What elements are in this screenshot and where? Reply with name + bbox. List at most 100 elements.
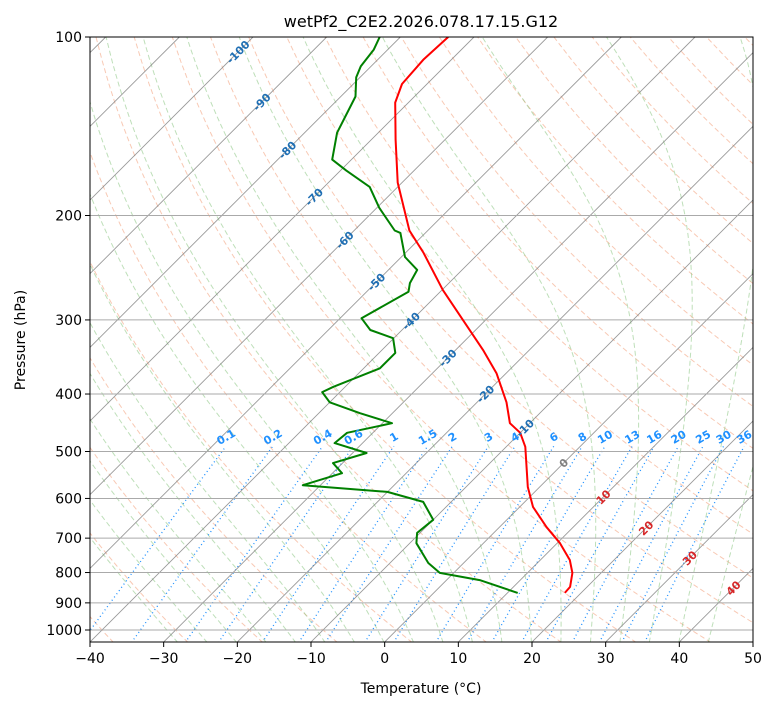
chart-title: wetPf2_C2E2.2026.078.17.15.G12 [284, 12, 558, 32]
background-lines [90, 37, 753, 642]
y-axis-label: Pressure (hPa) [13, 290, 29, 390]
y-tick-label: 800 [55, 566, 82, 582]
x-tick-label: −30 [149, 651, 179, 667]
mixing-ratio-label: 10 [595, 428, 615, 447]
dry-adiabat [324, 37, 753, 492]
mixing-ratio-line [131, 445, 274, 642]
dry-adiabat [90, 446, 263, 642]
moist-adiabat [142, 37, 473, 642]
x-tick-label: −40 [75, 651, 105, 667]
isotherm-label: 10 [594, 487, 614, 507]
mixing-ratio-line [598, 445, 704, 642]
isotherm [90, 37, 327, 275]
moist-adiabat [381, 37, 597, 642]
dry-adiabat [591, 37, 753, 205]
dry-adiabat [744, 37, 753, 47]
moist-adiabat [90, 192, 385, 642]
x-axis-label: Temperature (°C) [360, 681, 482, 697]
isotherm-label: 20 [636, 518, 656, 538]
x-tick-label: 40 [670, 651, 688, 667]
moist-adiabat [606, 37, 693, 642]
isotherm-label: 0 [557, 456, 572, 471]
y-tick-label: 100 [55, 30, 82, 46]
dry-adiabat [90, 532, 189, 642]
isotherm-label: -60 [333, 228, 356, 251]
moist-adiabat [90, 321, 326, 642]
isotherm [531, 420, 753, 642]
mixing-ratio-label: 1 [388, 430, 401, 445]
mixing-ratio-label: 6 [547, 430, 560, 445]
mixing-ratio-line [644, 445, 745, 642]
moist-adiabat [90, 499, 208, 642]
isotherm [90, 37, 254, 201]
moist-adiabat [90, 263, 355, 642]
mixing-ratio-line [521, 445, 633, 642]
dry-adiabat [90, 356, 338, 642]
dry-adiabat [171, 37, 712, 642]
isotherm [90, 37, 475, 422]
moist-adiabat [90, 418, 267, 642]
x-tick-label: 10 [449, 651, 467, 667]
mixing-ratio-label: 0.4 [311, 427, 335, 448]
moist-adiabat [481, 37, 640, 642]
dry-adiabat [477, 37, 753, 325]
y-tick-label: 500 [55, 444, 82, 460]
mixing-ratio-label: 20 [669, 428, 689, 447]
x-tick-label: −10 [296, 651, 326, 667]
isotherm [90, 37, 696, 642]
isotherm-label: -20 [474, 382, 497, 405]
dry-adiabat [210, 37, 753, 624]
isotherm-label: 30 [680, 548, 700, 568]
mixing-ratio-line [364, 445, 489, 642]
dry-adiabat [90, 150, 488, 642]
mixing-ratio-line [435, 445, 555, 642]
x-tick-label: 20 [523, 651, 541, 667]
mixing-ratio-line [298, 445, 429, 642]
isotherm [605, 494, 753, 642]
dry-adiabat [553, 37, 753, 244]
isotherm [752, 641, 753, 642]
mixing-ratio-label: 30 [714, 428, 734, 447]
isotherm-label: -30 [436, 346, 459, 369]
isotherm [163, 52, 753, 642]
dry-adiabat [706, 37, 753, 86]
isotherm-label: -50 [365, 270, 388, 293]
moist-adiabat [90, 460, 237, 642]
line-labels: 0.1 0.2 0.4 0.6 1 1.5 2 3 4 6 8 10 13 16 20 25 30 36-100-… [214, 38, 753, 599]
moist-adiabat [302, 37, 562, 642]
dry-adiabat [400, 37, 753, 408]
mixing-ratio-label: 2 [446, 430, 459, 445]
dry-adiabat [515, 37, 753, 285]
y-tick-label: 900 [55, 596, 82, 612]
moist-adiabat [90, 372, 296, 642]
dry-adiabat [438, 37, 753, 366]
dry-adiabat [668, 37, 753, 126]
moist-adiabat [707, 464, 753, 642]
x-tick-label: 0 [380, 651, 389, 667]
isotherm-label: -80 [276, 138, 299, 161]
mixing-ratio-label: 1.5 [416, 427, 439, 448]
isotherm [90, 37, 401, 348]
dry-adiabat [90, 260, 413, 642]
mixing-ratio-line [325, 445, 453, 642]
y-tick-label: 400 [55, 387, 82, 403]
profiles [301, 37, 574, 594]
isotherm [384, 273, 753, 642]
x-tick-label: 50 [744, 651, 762, 667]
temperature-line [394, 37, 574, 594]
plot-frame [89, 36, 754, 643]
mixing-ratio-label: 8 [576, 430, 589, 445]
moist-adiabat [678, 37, 753, 642]
dry-adiabat [362, 37, 753, 449]
x-tick-label: 30 [597, 651, 615, 667]
axes: −40 −30 −20 −10 0 10 20 30 40 5010020030040050060… [46, 30, 762, 667]
isotherm [236, 125, 753, 642]
isotherm [310, 199, 753, 642]
y-tick-label: 600 [55, 491, 82, 507]
mixing-ratio-line [218, 445, 354, 642]
mixing-ratio-line [261, 445, 395, 642]
x-tick-label: −20 [223, 651, 253, 667]
mixing-ratio-line [393, 445, 516, 642]
isotherm [90, 37, 548, 496]
isotherm [457, 346, 753, 642]
